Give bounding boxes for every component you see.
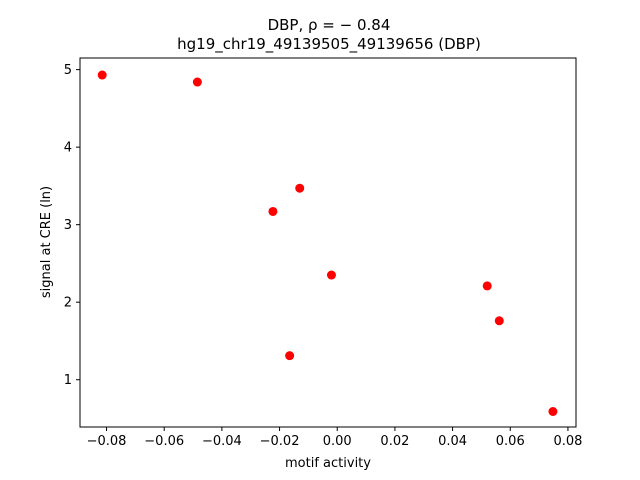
scatter-point — [192, 77, 202, 87]
scatter-point — [494, 316, 504, 326]
x-tick-label: 0.08 — [553, 434, 582, 449]
y-tick-label: 1 — [64, 373, 72, 388]
x-tick-label: −0.06 — [144, 434, 184, 449]
x-tick-label: −0.02 — [260, 434, 300, 449]
chart-subtitle: hg19_chr19_49139505_49139656 (DBP) — [177, 35, 481, 54]
y-tick-label: 5 — [64, 63, 72, 78]
y-tick-label: 2 — [64, 296, 72, 311]
y-axis-label: signal at CRE (ln) — [39, 186, 54, 298]
scatter-point — [295, 183, 305, 193]
scatter-point — [482, 281, 492, 291]
scatter-point — [285, 351, 295, 361]
x-tick-label: 0.06 — [496, 434, 525, 449]
x-tick-label: −0.08 — [87, 434, 127, 449]
x-axis-ticks: −0.08 −0.06 −0.04 −0.02 0.00 0.02 0.04 0.06 0.08 — [87, 427, 582, 449]
scatter-point — [97, 70, 107, 80]
x-tick-label: −0.04 — [202, 434, 242, 449]
scatter-points — [97, 70, 558, 416]
chart-title: DBP, ρ = − 0.84 — [268, 16, 391, 34]
y-axis-ticks: 1 2 3 4 5 — [64, 63, 80, 388]
x-axis-label: motif activity — [285, 456, 371, 471]
y-tick-label: 3 — [64, 218, 72, 233]
x-tick-label: 0.04 — [438, 434, 467, 449]
scatter-point — [268, 206, 278, 216]
plot-frame — [79, 57, 577, 428]
x-tick-label: 0.00 — [323, 434, 352, 449]
scatter-point — [326, 270, 336, 280]
scatter-point — [548, 406, 558, 416]
y-tick-label: 4 — [64, 141, 72, 156]
x-tick-label: 0.02 — [380, 434, 409, 449]
